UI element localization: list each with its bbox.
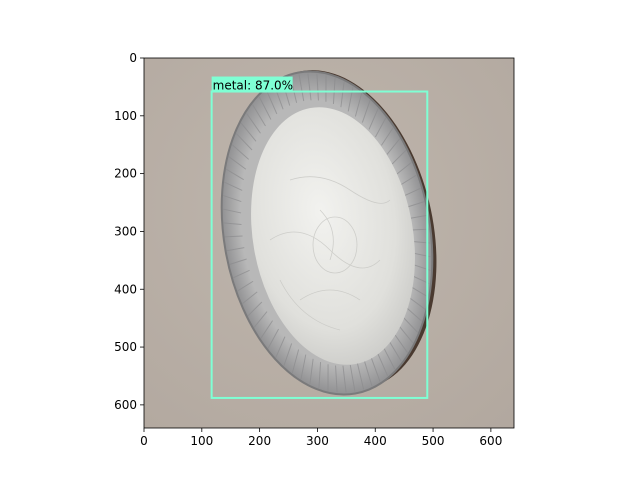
x-tick-label: 200 <box>248 434 271 448</box>
y-tick-label: 200 <box>114 167 137 181</box>
photo <box>144 51 514 428</box>
x-tick-label: 300 <box>306 434 329 448</box>
x-tick-label: 600 <box>479 434 502 448</box>
x-tick-label: 100 <box>190 434 213 448</box>
x-tick-label: 400 <box>364 434 387 448</box>
y-tick-label: 500 <box>114 340 137 354</box>
x-axis: 0 100 200 300 400 500 600 <box>140 428 502 448</box>
y-tick-label: 0 <box>129 51 137 65</box>
y-tick-label: 600 <box>114 398 137 412</box>
y-tick-label: 100 <box>114 109 137 123</box>
y-tick-label: 300 <box>114 224 137 238</box>
y-tick-label: 400 <box>114 282 137 296</box>
x-tick-label: 500 <box>422 434 445 448</box>
x-tick-label: 0 <box>140 434 148 448</box>
y-axis: 0 100 200 300 400 500 600 <box>114 51 144 412</box>
detection-label: metal: 87.0% <box>213 79 293 93</box>
